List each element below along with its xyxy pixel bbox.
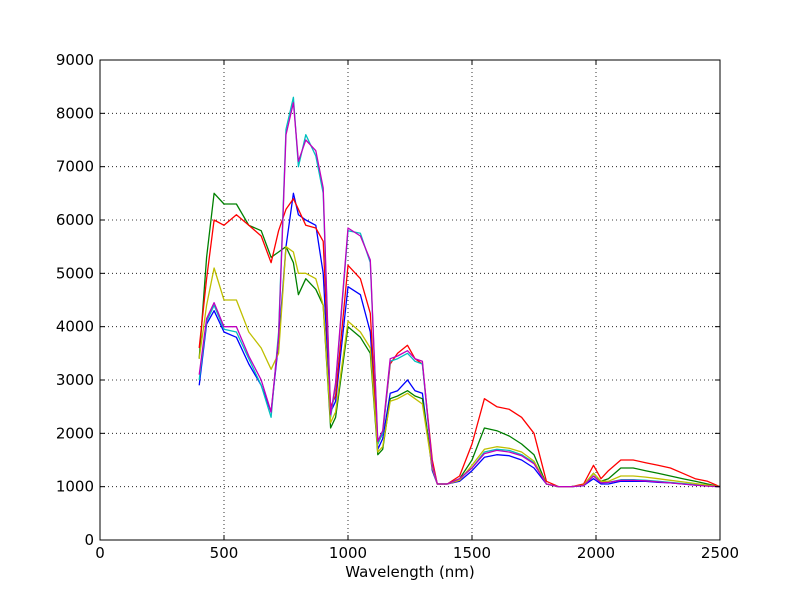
y-tick-label: 0 [84,531,94,549]
x-axis-title: Wavelength (nm) [345,563,475,581]
y-tick-label: 5000 [56,264,94,282]
series-line-5 [198,246,721,488]
y-tick-label: 1000 [56,478,94,496]
series-lines [198,96,721,488]
y-tick-label: 8000 [56,104,94,122]
y-tick-label: 4000 [56,318,94,336]
x-tick-label: 0 [95,544,105,562]
y-tick-label: 7000 [56,158,94,176]
x-tick-label: 2000 [577,544,615,562]
series-line-6 [198,102,721,488]
grid-lines [100,60,720,540]
y-tick-label: 2000 [56,424,94,442]
x-tick-label: 500 [210,544,239,562]
series-line-2 [198,192,721,488]
plot-frame [99,59,721,541]
y-tick-label: 3000 [56,371,94,389]
y-tick-label: 9000 [56,51,94,69]
axis-ticks: 0 500 1000 1500 2000 2500 0 1000 2000 3000 4000 500… [56,51,739,562]
x-tick-label: 1500 [453,544,491,562]
x-tick-label: 1000 [329,544,367,562]
y-tick-label: 6000 [56,211,94,229]
x-tick-label: 2500 [701,544,739,562]
